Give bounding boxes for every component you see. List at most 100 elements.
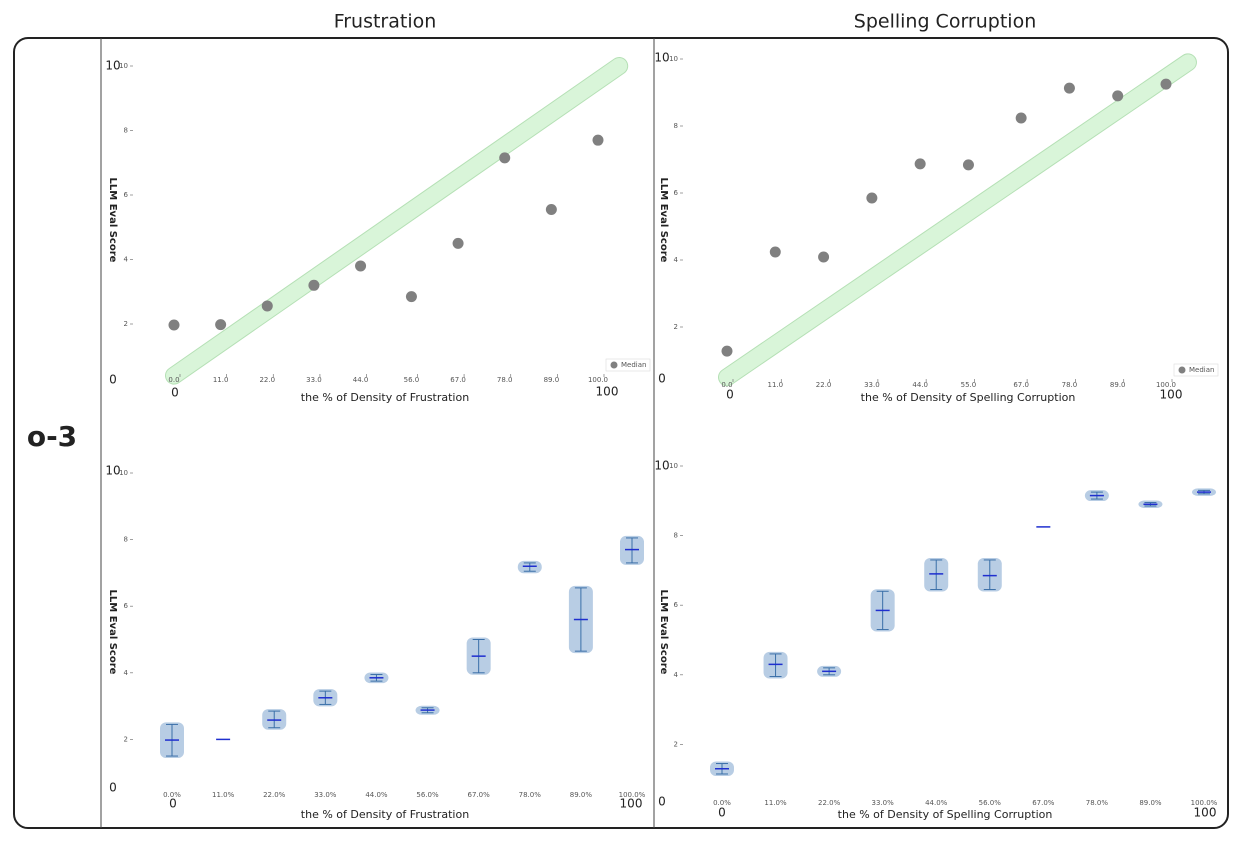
x-tick-label: 0.0%: [163, 791, 181, 799]
x-tick-label: 67.0: [1013, 381, 1029, 389]
x-tick-label: 78.0: [1062, 381, 1078, 389]
x-tick-label: 89.0%: [570, 791, 593, 799]
point: [769, 246, 781, 258]
x-tick-label: 100.0: [588, 376, 608, 384]
annotation: 0: [169, 797, 177, 811]
point: [168, 319, 180, 331]
legend-label: Median: [621, 361, 646, 369]
point: [1063, 82, 1075, 94]
x-tick-label: 33.0%: [872, 799, 895, 807]
point: [866, 192, 878, 204]
y-tick-label: 6: [674, 601, 679, 609]
x-tick-label: 0.0: [721, 381, 732, 389]
x-tick-label: 11.0%: [764, 799, 787, 807]
x-tick-label: 67.0: [450, 376, 466, 384]
annotation: 10: [105, 464, 120, 478]
y-axis-label: LLM Eval Score: [658, 590, 669, 675]
panel-border: [13, 37, 1229, 829]
point: [261, 300, 273, 312]
y-tick-label: 4: [674, 256, 679, 264]
y-tick-label: 6: [124, 191, 129, 199]
legend-marker: [1178, 366, 1186, 374]
x-tick-label: 78.0: [497, 376, 513, 384]
annotation: 100: [596, 385, 619, 399]
x-tick-label: 22.0%: [818, 799, 841, 807]
y-tick-label: 6: [674, 189, 679, 197]
annotation: 100: [1194, 806, 1217, 820]
annotation: 0: [718, 806, 726, 820]
x-tick-label: 44.0: [912, 381, 928, 389]
y-tick-label: 2: [674, 740, 678, 748]
point: [452, 237, 464, 249]
x-tick-label: 100.0%: [619, 791, 646, 799]
annotation: 0: [726, 388, 734, 402]
x-tick-label: 100.0: [1156, 381, 1176, 389]
y-tick-label: 4: [674, 671, 679, 679]
point: [545, 204, 557, 216]
y-tick-label: 4: [124, 669, 129, 677]
x-tick-label: 55.0: [961, 381, 977, 389]
x-tick-label: 56.0%: [416, 791, 439, 799]
point: [721, 345, 733, 357]
y-tick-label: 8: [124, 536, 128, 544]
column-title: Spelling Corruption: [854, 11, 1036, 33]
point: [308, 279, 320, 291]
y-tick-label: 10: [119, 62, 128, 70]
x-tick-label: 0.0%: [713, 799, 731, 807]
point: [355, 260, 367, 272]
x-tick-label: 33.0: [864, 381, 880, 389]
legend-label: Median: [1189, 366, 1214, 374]
legend-marker: [610, 361, 618, 369]
annotation: 0: [109, 373, 117, 387]
x-tick-label: 56.0: [404, 376, 420, 384]
x-axis-label: the % of Density of Spelling Corruption: [861, 391, 1076, 404]
annotation: 10: [654, 51, 669, 65]
y-tick-label: 2: [124, 735, 128, 743]
point: [818, 251, 830, 263]
x-tick-label: 78.0%: [1086, 799, 1109, 807]
legend-box: [605, 358, 651, 372]
annotation: 0: [658, 372, 666, 386]
legend-box: [1173, 363, 1219, 377]
y-tick-label: 10: [669, 55, 678, 63]
x-tick-label: 11.0: [213, 376, 229, 384]
y-tick-label: 6: [124, 602, 129, 610]
x-tick-label: 22.0%: [263, 791, 286, 799]
band: [719, 54, 1196, 386]
y-axis-label: LLM Eval Score: [107, 590, 118, 675]
x-tick-label: 67.0%: [468, 791, 491, 799]
y-tick-label: 10: [119, 469, 128, 477]
x-tick-label: 11.0: [767, 381, 783, 389]
band: [166, 58, 628, 384]
x-tick-label: 33.0%: [314, 791, 337, 799]
x-tick-label: 22.0: [816, 381, 832, 389]
y-tick-label: 8: [674, 122, 678, 130]
annotation: 0: [109, 781, 117, 795]
point: [1160, 78, 1172, 90]
x-tick-label: 56.0%: [979, 799, 1002, 807]
y-tick-label: 8: [124, 127, 128, 135]
point: [592, 134, 604, 146]
y-tick-label: 8: [674, 532, 678, 540]
x-tick-label: 11.0%: [212, 791, 235, 799]
y-tick-label: 2: [124, 320, 128, 328]
x-tick-label: 89.0%: [1139, 799, 1162, 807]
y-tick-label: 4: [124, 256, 129, 264]
y-tick-label: 2: [674, 323, 678, 331]
x-axis-label: the % of Density of Frustration: [301, 808, 469, 821]
annotation: 0: [658, 795, 666, 809]
x-tick-label: 89.0: [1110, 381, 1126, 389]
x-tick-label: 44.0%: [365, 791, 388, 799]
point: [1015, 112, 1027, 124]
annotation: 0: [171, 386, 179, 400]
annotation: 100: [1160, 388, 1183, 402]
x-axis-label: the % of Density of Frustration: [301, 391, 469, 404]
point: [499, 152, 511, 164]
x-tick-label: 89.0: [544, 376, 560, 384]
row-label: o-3: [27, 420, 77, 453]
x-tick-label: 33.0: [306, 376, 322, 384]
point: [962, 159, 974, 171]
point: [215, 319, 227, 331]
x-tick-label: 78.0%: [519, 791, 542, 799]
